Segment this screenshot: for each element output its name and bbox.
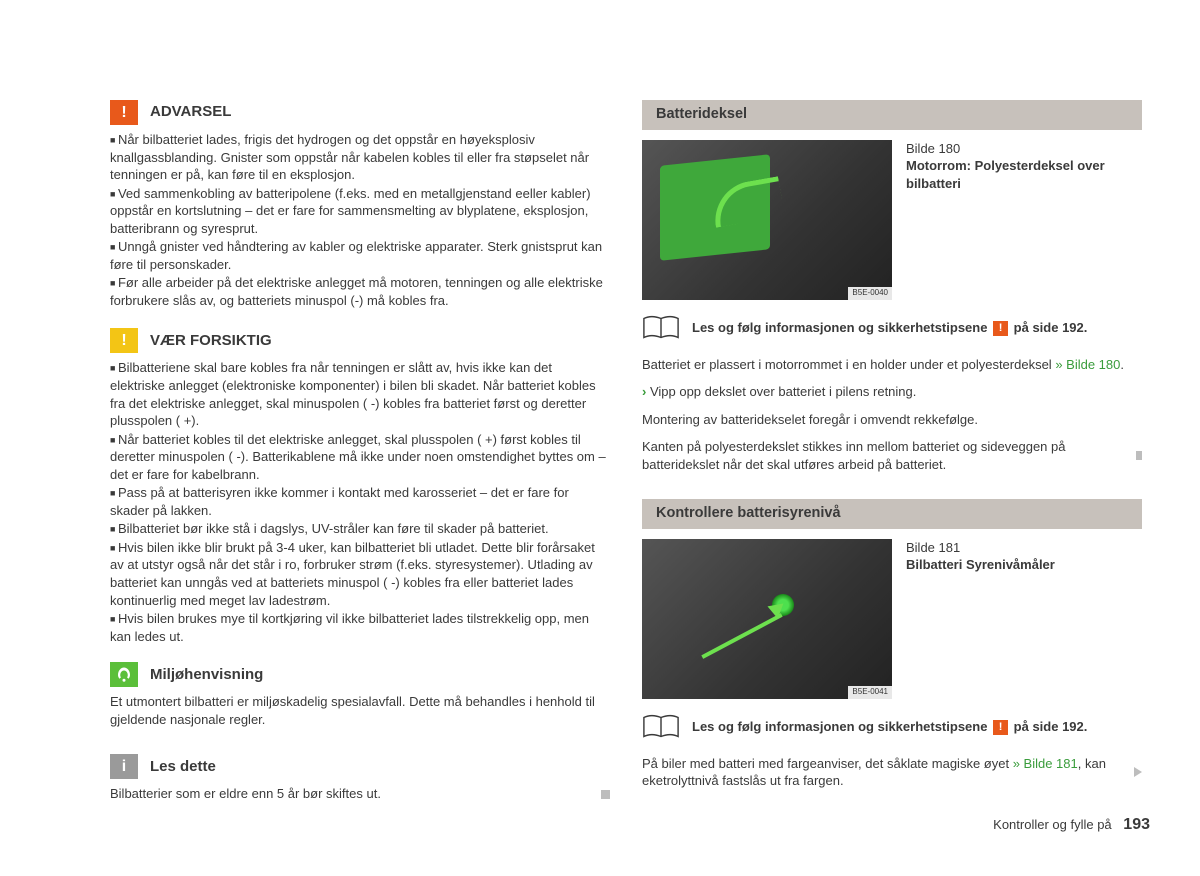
continue-icon xyxy=(1134,767,1142,777)
figure-label: Bilde 181 xyxy=(906,539,1055,557)
left-column: ! ADVARSEL Når bilbatteriet lades, frigi… xyxy=(110,100,610,813)
book-icon xyxy=(642,314,680,342)
figure-180: B5E-0040 Bilde 180 Motorrom: Polyesterde… xyxy=(642,140,1142,300)
footer-text: Kontroller og fylle på xyxy=(993,817,1112,832)
page-number: 193 xyxy=(1123,816,1150,833)
section-end-icon xyxy=(601,790,610,799)
miljo-text: Et utmontert bilbatteri er miljøskadelig… xyxy=(110,693,610,728)
batterideksel-header: Batterideksel xyxy=(642,100,1142,130)
advarsel-list: Når bilbatteriet lades, frigis det hydro… xyxy=(110,131,610,309)
figure-link[interactable]: » Bilde 180 xyxy=(1055,357,1120,372)
book-icon xyxy=(642,713,680,741)
read-info-row: Les og følg informasjonen og sikkerhetst… xyxy=(642,713,1142,741)
read-info-text: Les og følg informasjonen og sikkerhetst… xyxy=(692,718,1087,736)
warning-small-icon: ! xyxy=(993,321,1008,336)
read-info-text: Les og følg informasjonen og sikkerhetst… xyxy=(692,319,1087,337)
list-item: Ved sammenkobling av batteripolene (f.ek… xyxy=(110,185,610,238)
eco-icon xyxy=(110,662,138,687)
image-code: B5E-0040 xyxy=(848,287,892,300)
sec1-p3: Montering av batteridekselet foregår i o… xyxy=(642,411,1142,429)
section-end-icon xyxy=(1136,451,1142,460)
read-info-row: Les og følg informasjonen og sikkerhetst… xyxy=(642,314,1142,342)
right-column: Batterideksel B5E-0040 Bilde 180 Motorro… xyxy=(642,100,1142,813)
image-code: B5E-0041 xyxy=(848,686,892,699)
advarsel-header: ! ADVARSEL xyxy=(110,100,610,125)
list-item: Unngå gnister ved håndtering av kabler o… xyxy=(110,238,610,273)
lesdette-header: i Les dette xyxy=(110,754,610,779)
list-item: Når bilbatteriet lades, frigis det hydro… xyxy=(110,131,610,184)
figure-180-image: B5E-0040 xyxy=(642,140,892,300)
caution-icon: ! xyxy=(110,328,138,353)
lesdette-text: Bilbatterier som er eldre enn 5 år bør s… xyxy=(110,785,610,803)
figure-label: Bilde 180 xyxy=(906,140,1142,158)
list-item: Hvis bilen ikke blir brukt på 3-4 uker, … xyxy=(110,539,610,609)
forsiktig-header: ! VÆR FORSIKTIG xyxy=(110,328,610,353)
miljo-title: Miljøhenvisning xyxy=(150,665,263,685)
list-item: Før alle arbeider på det elektriske anle… xyxy=(110,274,610,309)
list-item: Bilbatteriene skal bare kobles fra når t… xyxy=(110,359,610,429)
sec2-p1: På biler med batteri med fargeanviser, d… xyxy=(642,755,1142,790)
forsiktig-title: VÆR FORSIKTIG xyxy=(150,331,272,351)
forsiktig-list: Bilbatteriene skal bare kobles fra når t… xyxy=(110,359,610,645)
figure-181-image: B5E-0041 xyxy=(642,539,892,699)
sec1-p1: Batteriet er plassert i motorrommet i en… xyxy=(642,356,1142,374)
figure-180-caption: Bilde 180 Motorrom: Polyesterdeksel over… xyxy=(906,140,1142,300)
figure-181: B5E-0041 Bilde 181 Bilbatteri Syrenivåmå… xyxy=(642,539,1142,699)
chevron-icon: › xyxy=(642,384,650,399)
syreniva-header: Kontrollere batterisyrenivå xyxy=(642,499,1142,529)
sec1-p2: › Vipp opp dekslet over batteriet i pile… xyxy=(642,383,1142,401)
page-footer: Kontroller og fylle på 193 xyxy=(993,814,1150,836)
lesdette-body: Bilbatterier som er eldre enn 5 år bør s… xyxy=(110,785,381,803)
warning-small-icon: ! xyxy=(993,720,1008,735)
figure-181-caption: Bilde 181 Bilbatteri Syrenivåmåler xyxy=(906,539,1055,699)
list-item: Pass på at batterisyren ikke kommer i ko… xyxy=(110,484,610,519)
figure-link[interactable]: » Bilde 181 xyxy=(1013,756,1078,771)
list-item: Hvis bilen brukes mye til kortkjøring vi… xyxy=(110,610,610,645)
miljo-header: Miljøhenvisning xyxy=(110,662,610,687)
page-content: ! ADVARSEL Når bilbatteriet lades, frigi… xyxy=(0,0,1200,853)
figure-title: Bilbatteri Syrenivåmåler xyxy=(906,556,1055,574)
list-item: Når batteriet kobles til det elektriske … xyxy=(110,431,610,484)
list-item: Bilbatteriet bør ikke stå i dagslys, UV-… xyxy=(110,520,610,538)
sec1-p4: Kanten på polyesterdekslet stikkes inn m… xyxy=(642,438,1142,473)
lesdette-title: Les dette xyxy=(150,757,216,777)
info-icon: i xyxy=(110,754,138,779)
advarsel-title: ADVARSEL xyxy=(150,102,231,122)
figure-title: Motorrom: Polyesterdeksel over bilbatter… xyxy=(906,157,1142,192)
warning-icon: ! xyxy=(110,100,138,125)
